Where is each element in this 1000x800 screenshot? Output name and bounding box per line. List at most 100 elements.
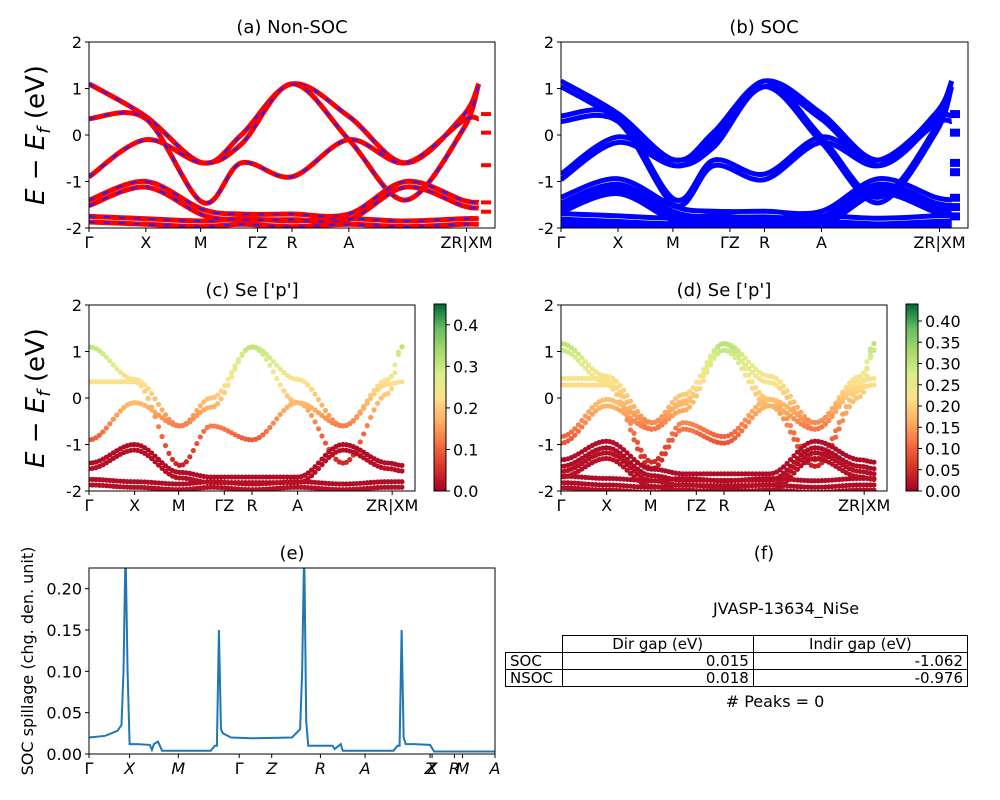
band-dot xyxy=(617,455,623,462)
band-dot xyxy=(840,411,846,417)
band-dot xyxy=(673,493,678,498)
band-dot xyxy=(568,345,575,351)
row-label: NSOC xyxy=(505,669,563,687)
band-dot xyxy=(260,432,266,438)
band-dot xyxy=(627,453,634,459)
band-line xyxy=(561,112,953,209)
xtick-label: A xyxy=(816,233,827,252)
band-dot xyxy=(572,432,578,438)
band-line xyxy=(561,211,952,221)
xtick-label: ZR|XM xyxy=(440,233,492,252)
band-dot xyxy=(567,490,569,491)
band-dot xyxy=(364,423,370,429)
ytick-label: 0 xyxy=(544,389,554,408)
band-dot xyxy=(284,393,290,399)
ytick-label: 0 xyxy=(544,126,554,145)
band-dot xyxy=(663,494,668,499)
band-dot xyxy=(757,493,762,498)
band-dot xyxy=(368,395,374,402)
xtick-label: ΓZ xyxy=(686,496,706,515)
band-dot xyxy=(794,437,801,443)
band-dot xyxy=(371,407,377,413)
band-dot xyxy=(673,425,679,431)
band-line xyxy=(561,186,953,227)
band-dot xyxy=(117,369,123,375)
panel-d-plot: -2 -1 0 1 2 Γ X M ΓZ R A ZR|XM xyxy=(538,296,890,515)
band-dot xyxy=(753,384,759,391)
band-dot xyxy=(368,414,374,421)
band-dot xyxy=(787,406,794,413)
band-dot xyxy=(826,418,832,424)
band-dot xyxy=(586,369,592,375)
xtick-label: Z xyxy=(424,759,437,778)
band-dot xyxy=(787,422,794,429)
band-dot xyxy=(392,362,398,368)
ytick-label: 0.05 xyxy=(46,704,82,723)
band-dot xyxy=(700,371,707,377)
ytick-label: 1 xyxy=(544,80,554,99)
band-dot xyxy=(385,390,391,397)
band-dot xyxy=(96,432,103,438)
band-dot xyxy=(180,462,186,468)
band-dot xyxy=(222,390,228,396)
band-dot xyxy=(746,412,752,419)
band-dot xyxy=(714,344,721,350)
row-dir: 0.015 xyxy=(561,652,754,670)
band-dot xyxy=(677,493,682,498)
band-dot xyxy=(361,405,367,412)
colorbar-c-ticks: 0.0 0.1 0.2 0.3 0.4 xyxy=(446,316,478,501)
band-dot xyxy=(617,461,623,467)
xtick-label: R xyxy=(315,759,326,778)
band-dot xyxy=(274,416,280,422)
band-dot xyxy=(781,494,786,499)
band-dot xyxy=(655,462,661,468)
band-dot xyxy=(277,411,283,418)
band-dot xyxy=(232,366,238,372)
band-dot xyxy=(361,431,367,437)
band-dot xyxy=(634,409,641,415)
band-dot xyxy=(100,351,106,357)
band-dash xyxy=(89,186,479,224)
band-dot xyxy=(787,393,794,399)
band-dot xyxy=(711,489,717,491)
band-dot xyxy=(392,369,398,376)
cbar-tick-label: 0.35 xyxy=(925,333,961,352)
band-line xyxy=(561,107,953,203)
band-dot xyxy=(777,379,783,385)
band-dot xyxy=(579,417,585,424)
band-dot xyxy=(812,495,817,500)
band-dot xyxy=(281,388,287,394)
xtick-label: R xyxy=(449,759,460,778)
cbar-tick-label: 0.15 xyxy=(925,418,961,437)
ytick-label: -2 xyxy=(66,219,82,238)
band-dot xyxy=(162,442,169,449)
band-dot xyxy=(624,467,630,473)
band-dot xyxy=(385,376,391,383)
row-indir: -1.062 xyxy=(752,652,969,670)
band-dot xyxy=(700,366,707,372)
cbar-tick-label: 0.30 xyxy=(925,355,961,374)
band-dot xyxy=(256,347,262,353)
cbar-tick-label: 0.3 xyxy=(453,357,478,376)
edge-marker xyxy=(950,128,960,137)
band-dot xyxy=(194,413,200,419)
band-dot xyxy=(569,491,574,496)
band-dot xyxy=(148,390,155,397)
band-dot xyxy=(319,462,325,468)
band-dot xyxy=(194,440,200,447)
band-dot xyxy=(791,453,797,459)
band-dot xyxy=(583,492,588,497)
band-dot xyxy=(735,353,741,359)
axes-frame-a xyxy=(88,41,496,229)
band-dot xyxy=(169,456,176,463)
band-dot xyxy=(399,468,405,474)
band-dot xyxy=(823,495,828,500)
band-dot xyxy=(350,418,356,424)
edge-marker xyxy=(950,158,960,167)
band-dot xyxy=(871,487,877,491)
band-dot xyxy=(728,344,734,350)
band-dot xyxy=(711,349,717,355)
ytick-label: 2 xyxy=(72,296,82,315)
axes-frame-c xyxy=(88,304,416,492)
band-dot xyxy=(826,495,831,500)
